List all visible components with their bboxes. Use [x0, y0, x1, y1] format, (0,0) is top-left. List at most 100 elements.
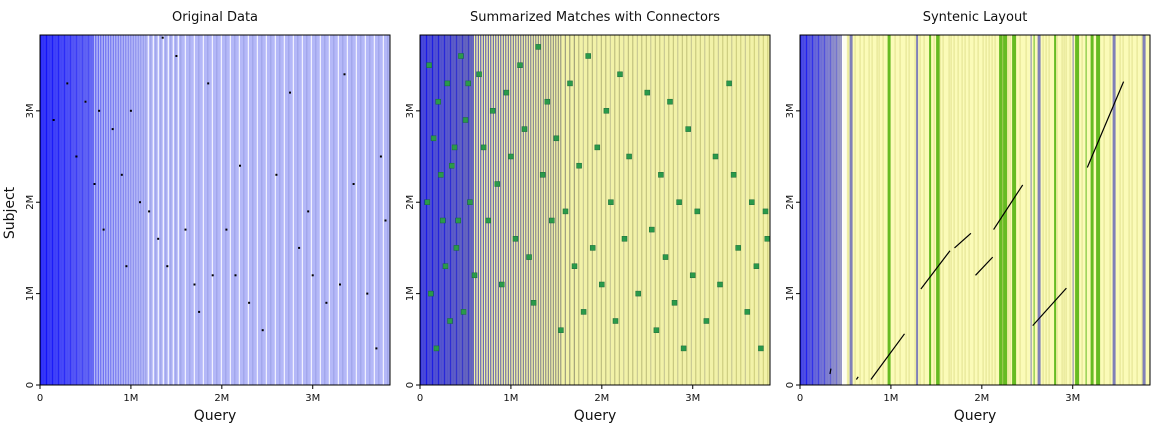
match-point [558, 327, 564, 333]
match-point [462, 117, 469, 123]
x-tick-label: 2M [214, 393, 229, 404]
match-point [120, 173, 123, 176]
match-point [161, 36, 164, 39]
match-point [166, 265, 169, 268]
match-point [234, 274, 237, 277]
match-point [148, 210, 151, 213]
match-point [343, 73, 346, 76]
y-tick-label: 0 [25, 382, 36, 388]
match-point [662, 254, 669, 260]
plot-frame [799, 34, 1151, 386]
match-point [84, 100, 87, 103]
match-point [530, 300, 537, 306]
match-point [75, 155, 78, 158]
match-point [239, 164, 241, 167]
match-point [460, 309, 467, 315]
syntenic-segment [954, 232, 972, 249]
match-point [526, 254, 532, 260]
match-point [539, 172, 546, 178]
match-point [248, 301, 251, 304]
syntenic-segment [870, 333, 905, 380]
match-point [476, 71, 482, 78]
match-point [494, 181, 501, 187]
x-axis-label: Query [194, 408, 237, 424]
x-tick-label: 2M [974, 393, 989, 404]
match-point [447, 318, 453, 324]
match-point [599, 281, 605, 288]
match-point [744, 309, 751, 315]
match-point [612, 318, 619, 324]
match-point [471, 272, 478, 279]
y-tick-label: 0 [785, 382, 796, 388]
y-tick-label: 3M [25, 103, 36, 118]
match-point [66, 82, 69, 85]
match-point [576, 162, 582, 169]
plot-frame [419, 34, 771, 386]
match-point [694, 208, 701, 215]
match-point [499, 281, 505, 288]
x-tick-label: 3M [305, 393, 320, 404]
match-point [644, 89, 651, 96]
x-axis-label: Query [574, 408, 617, 424]
syntenic-segment [975, 256, 994, 276]
y-tick-label: 2M [785, 195, 796, 210]
match-point [658, 172, 664, 178]
syntenic-segment [1086, 81, 1125, 168]
match-point [653, 327, 660, 333]
data-series [829, 81, 1125, 380]
match-point [758, 345, 764, 352]
match-point [424, 199, 431, 205]
x-tick-label: 2M [594, 393, 609, 404]
match-point [589, 245, 596, 251]
match-point [726, 80, 732, 87]
x-axis-label: Query [954, 408, 997, 424]
match-point [667, 98, 673, 105]
y-tick-label: 3M [785, 103, 796, 118]
x-tick-label: 0 [417, 393, 423, 404]
match-point [762, 208, 769, 215]
match-point [307, 210, 310, 213]
match-point [649, 226, 655, 233]
x-tick-label: 1M [503, 393, 518, 404]
match-point [465, 80, 471, 87]
match-point [352, 183, 355, 185]
match-point [325, 301, 328, 304]
match-point [521, 126, 528, 132]
match-point [261, 329, 264, 332]
match-point [585, 53, 591, 59]
contig-boundary-lines [800, 35, 1146, 385]
match-point [680, 345, 687, 352]
x-tick-label: 0 [37, 393, 43, 404]
match-point [157, 237, 160, 240]
chart-title: Syntenic Layout [923, 10, 1028, 25]
match-point [571, 263, 578, 269]
match-point [184, 228, 187, 231]
match-point [428, 290, 434, 297]
match-point [339, 283, 341, 286]
y-tick-label: 3M [405, 103, 416, 118]
match-point [435, 98, 441, 105]
match-point [594, 144, 601, 151]
chart-title: Original Data [172, 10, 258, 25]
match-point [426, 62, 432, 68]
match-point [503, 89, 510, 96]
match-point [211, 274, 214, 277]
match-point [102, 228, 105, 231]
match-point [439, 217, 446, 224]
match-point [438, 172, 444, 178]
contig-boundary-lines [40, 35, 389, 385]
match-point [453, 245, 460, 251]
match-point [480, 144, 487, 151]
match-point [635, 290, 641, 297]
match-point [289, 91, 291, 94]
y-tick-label: 1M [25, 286, 36, 301]
match-point [753, 263, 760, 269]
match-point [764, 236, 771, 242]
match-point [125, 265, 128, 268]
plot-frame [39, 34, 391, 386]
match-point [512, 236, 519, 242]
match-point [580, 309, 587, 315]
match-point [517, 62, 523, 68]
